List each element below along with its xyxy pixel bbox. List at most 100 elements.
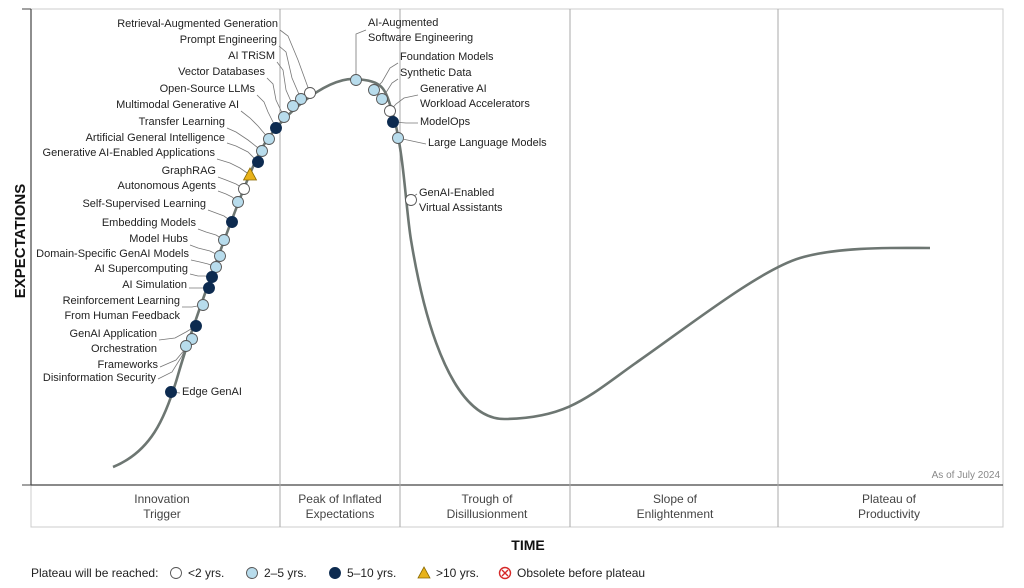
phase-strip	[30, 484, 1004, 528]
leader-prompt-engineering	[278, 45, 302, 100]
leader-lines	[157, 29, 427, 394]
label-line: Artificial General Intelligence	[86, 132, 225, 144]
label-reinforcement-learning-from-human-feedback: Reinforcement Learning From Human Feedbac…	[63, 295, 181, 322]
label-foundation-models: Foundation Models	[400, 51, 494, 63]
label-line: Disinformation Security	[43, 372, 157, 384]
label-genai-application-orchestration: GenAI Application Orchestration	[70, 328, 157, 355]
label-line: AI Simulation	[122, 279, 187, 291]
label-prompt-engineering: Prompt Engineering	[180, 34, 277, 46]
label-modelops: ModelOps	[420, 116, 471, 128]
technology-markers	[165, 74, 417, 398]
marker-transfer-learning	[256, 145, 268, 157]
marker-artificial-general-intelligence	[252, 156, 264, 168]
marker-ai-augmented-software-engineering	[350, 74, 362, 86]
leader-retrieval-augmented-generation	[279, 29, 311, 94]
legend-marker-5to10	[329, 567, 341, 579]
legend-marker-gt10	[417, 566, 431, 579]
legend-marker-obsolete-cross	[501, 569, 509, 577]
label-self-supervised-learning: Self-Supervised Learning	[82, 198, 206, 210]
label-ai-trism: AI TRiSM	[228, 50, 275, 62]
phase-label-plateau: Plateau of Productivity	[858, 492, 920, 521]
marker-model-hubs	[214, 250, 226, 262]
label-line: GenAI Application	[70, 328, 157, 340]
marker-prompt-engineering	[295, 93, 307, 105]
leader-transfer-learning	[226, 127, 263, 152]
leader-open-source-llms	[256, 94, 277, 129]
label-large-language-models: Large Language Models	[428, 137, 547, 149]
marker-vector-databases	[278, 111, 290, 123]
label-model-hubs: Model Hubs	[129, 233, 188, 245]
label-line: Model Hubs	[129, 233, 188, 245]
phase-label-trough: Trough of Disillusionment	[447, 492, 528, 521]
label-line: AI-Augmented	[368, 17, 438, 29]
label-line: AI TRiSM	[228, 50, 275, 62]
label-frameworks: Frameworks	[97, 359, 158, 371]
label-open-source-llms: Open-Source LLMs	[160, 83, 256, 95]
legend: Plateau will be reached: <2 yrs. 2–5 yrs.…	[31, 566, 645, 580]
label-transfer-learning: Transfer Learning	[139, 116, 225, 128]
leader-ai-trism	[276, 61, 294, 107]
marker-graphrag	[238, 183, 250, 195]
label-line: Vector Databases	[178, 66, 265, 78]
legend-label-gt10: >10 yrs.	[436, 566, 479, 580]
label-multimodal-generative-ai: Multimodal Generative AI	[116, 99, 239, 111]
label-line: Virtual Assistants	[419, 202, 503, 214]
label-domain-specific-genai-models: Domain-Specific GenAI Models	[36, 248, 189, 260]
legend-label-5to10: 5–10 yrs.	[347, 566, 396, 580]
label-line: Reinforcement Learning	[63, 295, 180, 307]
phase-label-slope: Slope of Enlightenment	[637, 492, 714, 521]
label-line: From Human Feedback	[64, 310, 180, 322]
label-line: Generative AI-Enabled Applications	[43, 147, 216, 159]
label-line: GenAI-Enabled	[419, 187, 494, 199]
marker-reinforcement-learning-from-human-feedback	[197, 299, 209, 311]
label-retrieval-augmented-generation: Retrieval-Augmented Generation	[117, 18, 278, 30]
marker-foundation-models	[368, 84, 380, 96]
label-line: Software Engineering	[368, 32, 473, 44]
label-ai-augmented-software-engineering: AI-Augmented Software Engineering	[368, 17, 473, 44]
leader-vector-databases	[266, 77, 285, 118]
legend-title: Plateau will be reached:	[31, 566, 158, 580]
y-axis-title: EXPECTATIONS	[12, 184, 29, 298]
label-line: Self-Supervised Learning	[82, 198, 206, 210]
label-line: Generative AI	[420, 83, 487, 95]
label-line: Workload Accelerators	[420, 98, 530, 110]
label-line: Orchestration	[91, 343, 157, 355]
as-of-note: As of July 2024	[932, 470, 1001, 481]
marker-retrieval-augmented-generation	[304, 87, 316, 99]
marker-open-source-llms	[270, 122, 282, 134]
plot-frame	[30, 8, 1004, 486]
label-line: Edge GenAI	[182, 386, 242, 398]
label-line: Synthetic Data	[400, 67, 472, 79]
label-ai-supercomputing: AI Supercomputing	[94, 263, 188, 275]
leader-synthetic-data	[381, 78, 399, 100]
marker-genai-application-orchestration	[190, 320, 202, 332]
label-line: Open-Source LLMs	[160, 83, 256, 95]
label-line: Multimodal Generative AI	[116, 99, 239, 111]
marker-ai-trism	[287, 100, 299, 112]
marker-genai-enabled-virtual-assistants	[405, 194, 417, 206]
label-edge-genai: Edge GenAI	[182, 386, 242, 398]
legend-marker-lt2	[170, 567, 182, 579]
label-ai-simulation: AI Simulation	[122, 279, 187, 291]
label-line: Domain-Specific GenAI Models	[36, 248, 189, 260]
marker-multimodal-generative-ai	[263, 133, 275, 145]
marker-ai-supercomputing	[206, 271, 218, 283]
leader-ai-augmented-software-engineering	[355, 29, 367, 80]
marker-large-language-models	[392, 132, 404, 144]
label-vector-databases: Vector Databases	[178, 66, 265, 78]
legend-label-lt2: <2 yrs.	[188, 566, 224, 580]
label-disinformation-security: Disinformation Security	[43, 372, 157, 384]
phase-label-peak: Peak of Inflated Expectations	[298, 492, 381, 521]
label-line: Prompt Engineering	[180, 34, 277, 46]
marker-generative-ai-workload-accelerators	[384, 105, 396, 117]
marker-edge-genai	[165, 386, 177, 398]
marker-synthetic-data	[376, 93, 388, 105]
marker-disinformation-security	[180, 340, 192, 352]
label-embedding-models: Embedding Models	[102, 217, 197, 229]
label-generative-ai-enabled-applications: Generative AI-Enabled Applications	[43, 147, 216, 159]
label-line: Autonomous Agents	[118, 180, 217, 192]
legend-label-2to5: 2–5 yrs.	[264, 566, 307, 580]
label-autonomous-agents: Autonomous Agents	[118, 180, 217, 192]
